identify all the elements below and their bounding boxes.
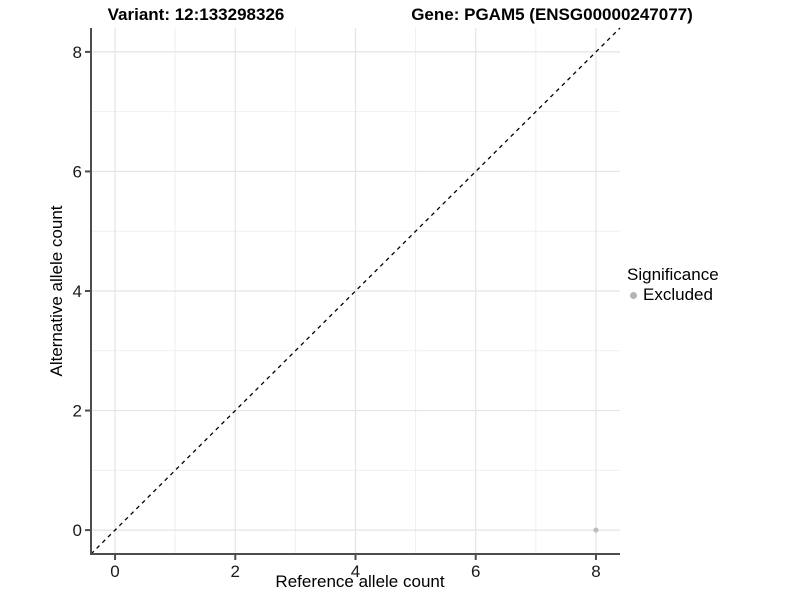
x-tick-label: 6 (471, 562, 480, 581)
y-tick-label: 6 (73, 162, 82, 181)
y-tick-label: 0 (73, 521, 82, 540)
legend-entry-label: Excluded (643, 285, 713, 304)
x-tick-label: 4 (351, 562, 360, 581)
x-axis-title: Reference allele count (275, 572, 445, 591)
variant-title: Variant: 12:133298326 (107, 5, 285, 24)
x-tick-label: 2 (231, 562, 240, 581)
data-point (593, 527, 599, 533)
y-axis-title: Alternative allele count (47, 205, 66, 377)
x-tick-label: 0 (110, 562, 119, 581)
legend-title: Significance (627, 265, 719, 284)
y-tick-label: 2 (73, 402, 82, 421)
gene-title: Gene: PGAM5 (ENSG00000247077) (411, 5, 693, 24)
y-tick-label: 8 (73, 43, 82, 62)
legend-items: Excluded (627, 285, 719, 305)
legend-key-dot-icon (630, 291, 637, 299)
x-tick-label: 8 (591, 562, 600, 581)
y-tick-label: 4 (73, 282, 82, 301)
legend-item: Excluded (627, 285, 719, 305)
legend: Significance Excluded (627, 265, 719, 305)
